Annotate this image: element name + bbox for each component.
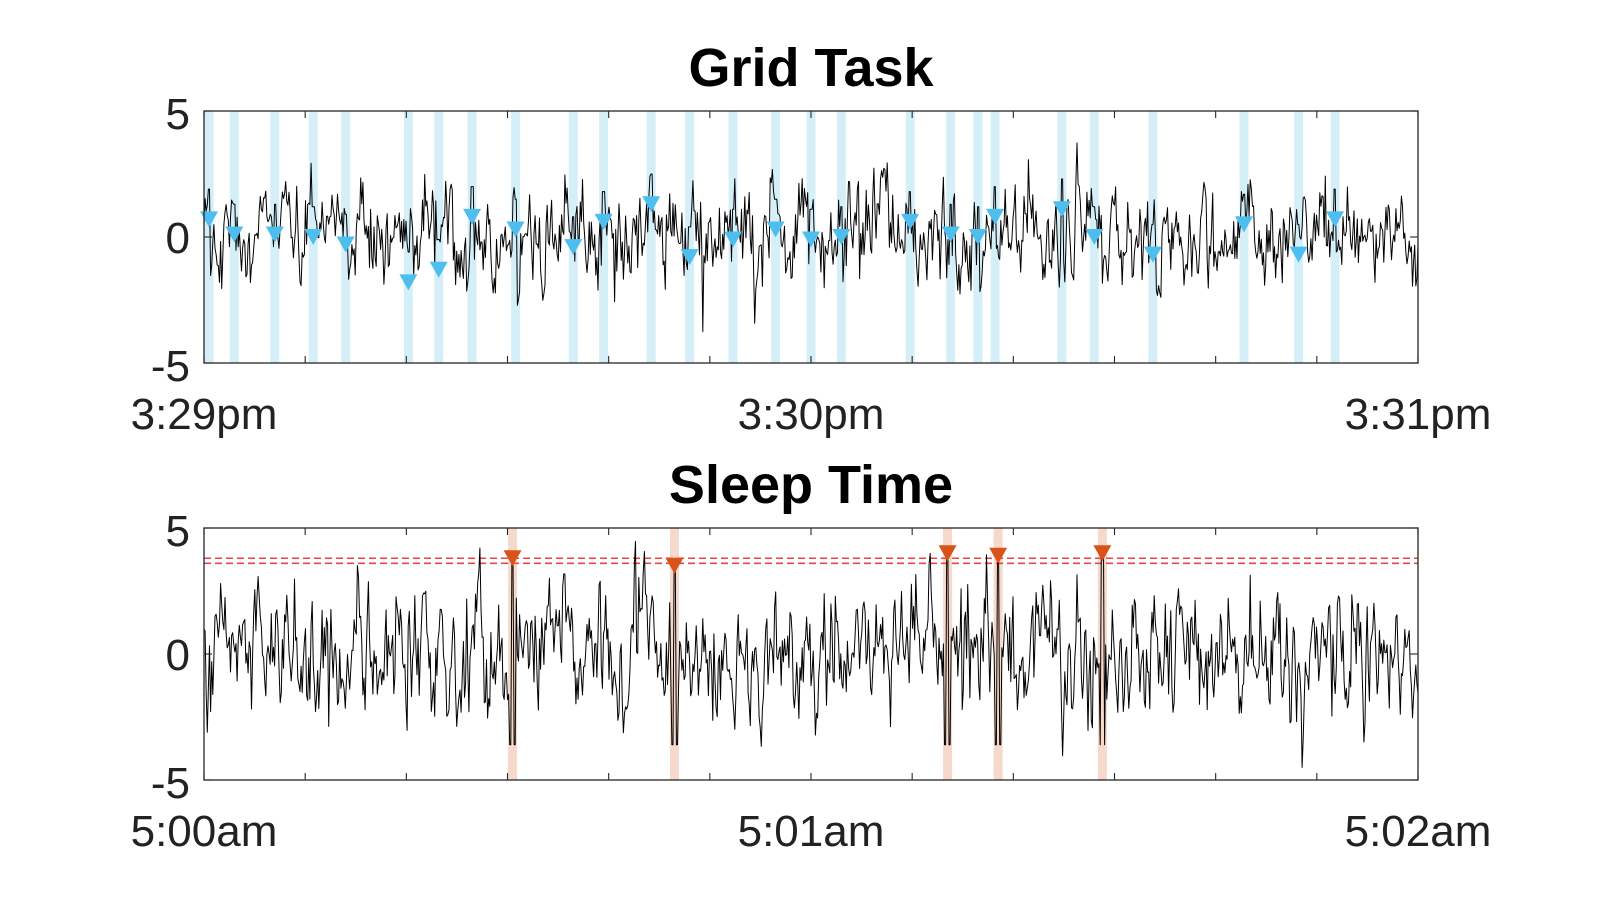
highlight-band xyxy=(1239,111,1249,363)
y-tick-label: -5 xyxy=(151,759,190,808)
highlight-band xyxy=(943,528,953,780)
event-marker xyxy=(680,249,699,266)
highlight-band xyxy=(1294,111,1304,363)
signal-line xyxy=(203,142,1419,333)
event-marker xyxy=(429,261,448,278)
event-marker xyxy=(938,545,957,562)
event-marker xyxy=(724,231,743,248)
highlight-band xyxy=(1097,528,1107,780)
highlight-band xyxy=(1330,111,1340,363)
event-marker xyxy=(265,226,284,243)
x-tick-label: 3:30pm xyxy=(738,390,885,439)
event-marker xyxy=(225,226,244,243)
highlight-bands xyxy=(508,528,1107,780)
event-markers xyxy=(503,545,1112,574)
event-marker xyxy=(463,208,482,225)
event-marker xyxy=(304,229,323,245)
highlight-band xyxy=(467,111,477,363)
highlight-band xyxy=(1057,111,1067,363)
x-tick-label: 5:01am xyxy=(738,807,885,856)
highlight-band xyxy=(685,111,695,363)
event-marker xyxy=(200,211,219,228)
highlight-band xyxy=(669,528,679,780)
highlight-band xyxy=(599,111,609,363)
highlight-band xyxy=(1148,111,1158,363)
x-tick-label: 5:00am xyxy=(131,807,278,856)
highlight-band xyxy=(403,111,413,363)
event-marker xyxy=(1289,246,1308,263)
event-marker xyxy=(986,208,1005,225)
event-marker xyxy=(989,547,1008,564)
x-tick-label: 3:31pm xyxy=(1345,390,1492,439)
event-marker xyxy=(336,236,355,253)
event-marker xyxy=(832,229,851,245)
event-marker xyxy=(941,226,960,243)
event-marker xyxy=(1093,545,1112,562)
event-marker xyxy=(1234,216,1253,233)
minor-ticks xyxy=(203,527,1419,781)
event-marker xyxy=(766,221,785,238)
event-marker xyxy=(1085,229,1104,245)
plot-frame xyxy=(203,527,1419,781)
signal-line xyxy=(203,540,1419,768)
event-marker xyxy=(665,557,684,574)
chart-grid-task: Grid Task 5 0 -5 3:29pm 3:30pm 3:31pm xyxy=(131,38,1492,439)
event-marker xyxy=(564,239,583,256)
y-tick-label: 0 xyxy=(166,214,190,263)
highlight-band xyxy=(568,111,578,363)
event-marker xyxy=(968,229,987,245)
y-tick-label: 5 xyxy=(166,507,190,556)
event-marker xyxy=(642,196,661,213)
highlight-band xyxy=(993,528,1003,780)
signal-trace xyxy=(203,540,1419,768)
event-marker xyxy=(1326,211,1345,228)
chart-sleep-time: Sleep Time 5 0 -5 5:00am 5:01am 5:02am xyxy=(131,455,1492,856)
highlight-band xyxy=(434,111,444,363)
chart-title: Grid Task xyxy=(688,38,934,98)
signal-trace xyxy=(203,142,1419,333)
event-marker xyxy=(503,550,522,567)
y-tick-label: 5 xyxy=(166,90,190,139)
x-tick-label: 5:02am xyxy=(1345,807,1492,856)
highlight-band xyxy=(646,111,656,363)
highlight-band xyxy=(990,111,1000,363)
threshold-lines xyxy=(204,557,1418,565)
event-marker xyxy=(506,221,525,238)
event-marker xyxy=(901,213,920,230)
chart-title: Sleep Time xyxy=(669,455,953,515)
event-marker xyxy=(399,274,418,291)
event-marker xyxy=(1143,246,1162,263)
y-tick-label: 0 xyxy=(166,631,190,680)
event-marker xyxy=(594,213,613,230)
highlight-band xyxy=(508,528,518,780)
x-tick-label: 3:29pm xyxy=(131,390,278,439)
event-markers xyxy=(200,196,1345,291)
y-tick-label: -5 xyxy=(151,342,190,391)
event-marker xyxy=(1052,201,1071,218)
event-marker xyxy=(802,231,820,248)
highlight-band xyxy=(905,111,915,363)
minor-ticks xyxy=(203,110,1419,364)
